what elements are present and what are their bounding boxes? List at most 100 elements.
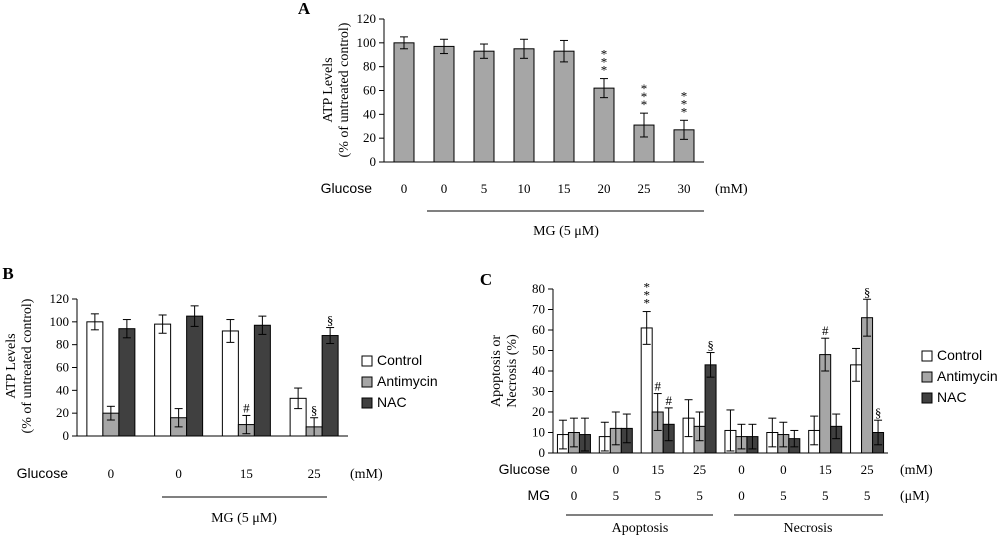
panel-a-x-tick-label: 5	[481, 181, 488, 196]
panel-c-y-tick-label: 50	[532, 343, 545, 358]
panel-b-x-tick-label: 25	[308, 466, 321, 481]
panel-b-ylabel-line2: (% of untreated control)	[20, 298, 35, 433]
panel-c-mg-tick-label: 5	[696, 488, 703, 503]
panel-b-y-tick-label: 40	[56, 382, 69, 397]
panel-b-row-label: Glucose	[17, 465, 69, 481]
panel-c-unit2: (μM)	[900, 489, 930, 504]
panel-c-unit1: (mM)	[900, 463, 933, 478]
panel-a-y-tick-label: 100	[357, 35, 377, 50]
panel-a-label: A	[298, 0, 311, 18]
panel-a-y-tick-label: 0	[370, 154, 377, 169]
panel-b-y-tick-label: 80	[56, 337, 69, 352]
panel-c-mg-tick-label: 5	[613, 488, 620, 503]
panel-a-annotation: *	[641, 81, 648, 96]
panel-c-row2-label: MG	[527, 487, 550, 503]
panel-b-legend-swatch	[361, 376, 373, 388]
panel-a-y-tick-label: 80	[363, 59, 376, 74]
panel-a-row-label: Glucose	[321, 180, 373, 196]
panel-c-y-tick-label: 60	[532, 322, 545, 337]
panel-a-ylabel-line2: (% of untreated control)	[337, 22, 352, 157]
panel-a-annotation: *	[601, 47, 608, 62]
panel-c-legend-entry: Control	[937, 347, 982, 363]
panel-a-annotation: *	[641, 97, 648, 112]
panel-c-annotation: §	[707, 338, 714, 353]
panel-a-y-tick-label: 120	[357, 11, 377, 26]
panel-a-x-tick-label: 25	[638, 181, 651, 196]
panel-b-bar	[154, 323, 172, 437]
panel-c-label: C	[480, 270, 492, 289]
panel-c-y-tick-label: 0	[539, 445, 546, 460]
panel-b-y-tick-label: 0	[63, 428, 70, 443]
panel-a-y-tick-label: 60	[363, 83, 376, 98]
panel-c-glucose-tick-label: 15	[819, 462, 832, 477]
panel-b-legend-entry: Antimycin	[377, 373, 438, 389]
panel-c-group-label: Apoptosis	[612, 521, 669, 536]
panel-c-legend-swatch	[921, 392, 933, 404]
panel-c-ylabel-line1: Apoptosis or	[489, 335, 504, 407]
panel-c-y-tick-label: 10	[532, 425, 545, 440]
panel-b-group-label: MG (5 μM)	[211, 511, 277, 526]
panel-a-bar	[553, 50, 575, 163]
panel-c-glucose-tick-label: 15	[651, 462, 664, 477]
panel-a-annotation: *	[601, 55, 608, 70]
panel-b-bar	[253, 324, 271, 437]
panel-b-bar	[221, 330, 239, 437]
panel-c-y-tick-label: 70	[532, 302, 545, 317]
panel-a-ylabel-line1: ATP Levels	[321, 57, 336, 122]
panel-c-row1-label: Glucose	[499, 461, 551, 477]
panel-c-glucose-tick-label: 25	[693, 462, 706, 477]
panel-b-annotation: §	[327, 313, 334, 328]
panel-c-mg-tick-label: 0	[571, 488, 578, 503]
panel-b-legend-swatch	[361, 355, 373, 367]
panel-c-bar	[640, 327, 653, 454]
panel-a-x-tick-label: 0	[401, 181, 408, 196]
panel-a-x-tick-label: 20	[598, 181, 611, 196]
panel-b-bar	[321, 335, 339, 437]
panel-a-annotation: *	[681, 104, 688, 119]
panel-c-bar	[861, 317, 874, 454]
panel-c-annotation: §	[864, 284, 871, 299]
panel-a-annotation: *	[681, 96, 688, 111]
panel-c-y-tick-label: 20	[532, 404, 545, 419]
panel-c-annotation: #	[665, 393, 672, 408]
panel-a-bar	[593, 87, 615, 163]
panel-c-bar	[704, 364, 717, 454]
panel-a-x-tick-label: 15	[558, 181, 571, 196]
panel-b-y-tick-label: 120	[50, 291, 70, 306]
panel-b-legend-entry: Control	[377, 352, 422, 368]
panel-c-glucose-tick-label: 0	[613, 462, 620, 477]
panel-c-mg-tick-label: 5	[822, 488, 829, 503]
panel-a-annotation: *	[681, 88, 688, 103]
panel-c-y-tick-label: 40	[532, 363, 545, 378]
panel-a-bar	[393, 42, 415, 163]
panel-c-mg-tick-label: 0	[738, 488, 745, 503]
panel-c-legend-entry: Antimycin	[937, 368, 998, 384]
panel-a-bar	[473, 50, 495, 163]
panel-a-x-tick-label: 0	[441, 181, 448, 196]
panel-a-y-tick-label: 40	[363, 106, 376, 121]
panel-c-mg-tick-label: 5	[864, 488, 871, 503]
panel-c-legend-swatch	[921, 350, 933, 362]
panel-b-annotation: §	[311, 403, 318, 418]
panel-a-x-tick-label: 10	[518, 181, 531, 196]
panel-b-legend-entry: NAC	[377, 394, 407, 410]
panel-c-annotation: *	[643, 280, 650, 295]
panel-c-glucose-tick-label: 0	[738, 462, 745, 477]
panel-c-glucose-tick-label: 0	[780, 462, 787, 477]
panel-b-legend-swatch	[361, 397, 373, 409]
panel-a-bar	[433, 45, 455, 163]
panel-b-x-tick-label: 15	[240, 466, 253, 481]
panel-b-x-tick-label: 0	[108, 466, 115, 481]
panel-c-y-tick-label: 80	[532, 281, 545, 296]
panel-b-y-tick-label: 20	[56, 405, 69, 420]
panel-c-annotation: *	[643, 296, 650, 311]
panel-c-legend-swatch	[921, 371, 933, 383]
panel-c-annotation: §	[875, 405, 882, 420]
panel-a-x-tick-label: 30	[678, 181, 691, 196]
panel-c-glucose-tick-label: 0	[571, 462, 578, 477]
panel-a-y-tick-label: 20	[363, 130, 376, 145]
panel-a-annotation: *	[601, 63, 608, 78]
panel-c-y-tick-label: 30	[532, 384, 545, 399]
panel-c-annotation: *	[643, 288, 650, 303]
panel-b-bar	[186, 315, 204, 437]
